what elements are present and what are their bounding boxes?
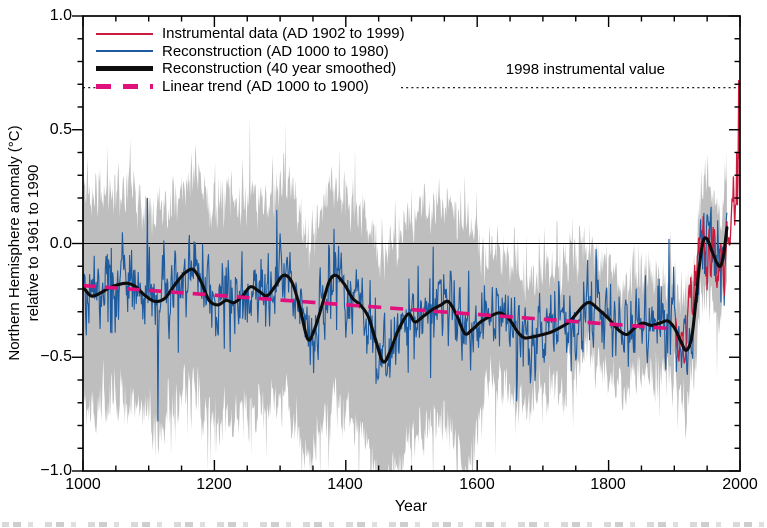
legend: Instrumental data (AD 1902 to 1999) Reco… xyxy=(96,25,405,95)
y-tick-label: 0.5 xyxy=(49,121,72,138)
annual-reconstruction-line xyxy=(83,197,728,422)
legend-swatch-trend xyxy=(96,83,153,89)
x-tick-label: 1800 xyxy=(590,476,626,493)
legend-label: Linear trend (AD 1000 to 1900) xyxy=(162,77,369,95)
legend-item-instrumental: Instrumental data (AD 1902 to 1999) xyxy=(96,25,405,43)
legend-item-reconstruction: Reconstruction (AD 1000 to 1980) xyxy=(96,43,405,61)
x-tick-label: 1600 xyxy=(459,476,495,493)
legend-swatch-instrumental xyxy=(96,32,153,35)
axis-ticks xyxy=(72,15,741,472)
x-tick-label: 1200 xyxy=(196,476,232,493)
legend-label: Reconstruction (AD 1000 to 1980) xyxy=(162,42,389,60)
legend-swatch-smoothed xyxy=(96,66,153,72)
legend-label: Reconstruction (40 year smoothed) xyxy=(162,60,397,78)
legend-item-smoothed: Reconstruction (40 year smoothed) xyxy=(96,60,405,78)
x-tick-label: 1000 xyxy=(65,476,101,493)
y-tick-label: 1.0 xyxy=(49,7,72,24)
linear-trend-line xyxy=(82,283,675,331)
y-axis-title-line2: relative to 1961 to 1990 xyxy=(25,164,42,322)
y-tick-label: −0.5 xyxy=(40,348,72,365)
y-tick-label: −1.0 xyxy=(40,462,72,479)
instrumental-line xyxy=(674,80,740,364)
legend-label: Instrumental data (AD 1902 to 1999) xyxy=(162,25,405,43)
cropped-caption-remnant xyxy=(2,522,765,527)
y-tick-label: 0.0 xyxy=(49,235,72,252)
legend-swatch-reconstruction xyxy=(96,50,153,53)
x-tick-label: 1400 xyxy=(327,476,363,493)
y-axis-title-line1: Northern Hemisphere anomaly (°C) xyxy=(6,125,23,361)
x-axis-title: Year xyxy=(394,498,428,515)
y-axis-title: Northern Hemisphere anomaly (°C) relativ… xyxy=(5,125,43,360)
annotation-1998-label: 1998 instrumental value xyxy=(505,61,665,78)
uncertainty-band xyxy=(83,114,727,471)
smoothed-reconstruction-line xyxy=(83,226,729,364)
x-tick-label: 2000 xyxy=(722,476,758,493)
legend-item-trend: Linear trend (AD 1000 to 1900) xyxy=(96,78,405,96)
